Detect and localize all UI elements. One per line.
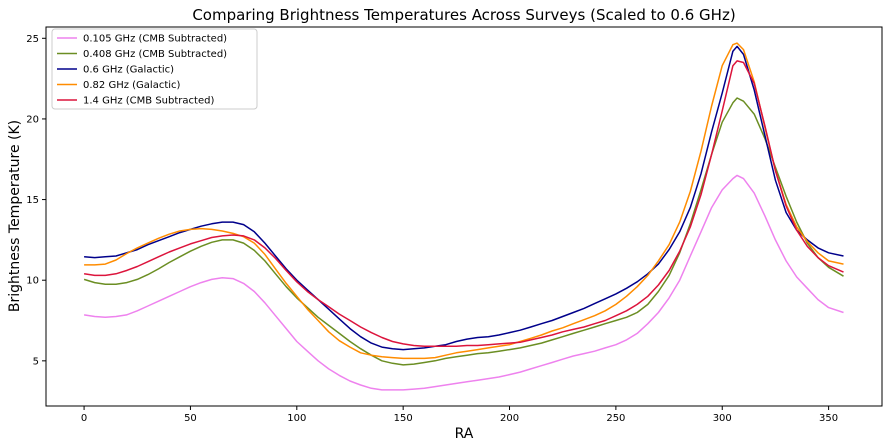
legend-box <box>51 28 258 110</box>
y-tick-label: 25 <box>26 34 39 45</box>
plot-area: 0 50 100 150 200 250 300 350 5 10 15 20 25 <box>26 26 883 424</box>
y-tick-label: 20 <box>26 114 39 125</box>
legend-label-2: 0.408 GHz (CMB Subtracted) <box>83 49 227 60</box>
y-tick-label: 10 <box>26 276 39 287</box>
x-tick-label: 300 <box>713 413 732 424</box>
series-lines <box>83 42 844 391</box>
x-axis-ticks: 0 50 100 150 200 250 300 350 <box>81 406 838 424</box>
legend-label-3: 0.6 GHz (Galactic) <box>83 65 174 76</box>
series-line-4 <box>84 42 844 360</box>
series-line-3 <box>84 45 844 351</box>
x-axis-label: RA <box>455 426 474 442</box>
x-tick-label: 350 <box>819 413 838 424</box>
x-tick-label: 250 <box>606 413 625 424</box>
x-tick-label: 150 <box>394 413 413 424</box>
x-tick-label: 50 <box>184 413 197 424</box>
y-axis-ticks: 5 10 15 20 25 <box>26 34 46 367</box>
x-tick-label: 200 <box>500 413 519 424</box>
legend: 0.105 GHz (CMB Subtracted) 0.408 GHz (CMB… <box>51 28 258 110</box>
axes-frame <box>45 26 883 407</box>
legend-label-5: 1.4 GHz (CMB Subtracted) <box>83 96 214 107</box>
series-line-2 <box>83 97 844 366</box>
y-tick-label: 5 <box>33 356 39 367</box>
series-line-1 <box>83 174 844 391</box>
legend-label-1: 0.105 GHz (CMB Subtracted) <box>83 34 227 45</box>
x-tick-label: 0 <box>81 413 87 424</box>
y-tick-label: 15 <box>26 195 39 206</box>
chart-title: Comparing Brightness Temperatures Across… <box>192 6 735 24</box>
y-axis-label: Brightness Temperature (K) <box>7 120 23 312</box>
legend-label-4: 0.82 GHz (Galactic) <box>83 80 181 91</box>
x-tick-label: 100 <box>287 413 306 424</box>
series-line-5 <box>83 60 844 348</box>
